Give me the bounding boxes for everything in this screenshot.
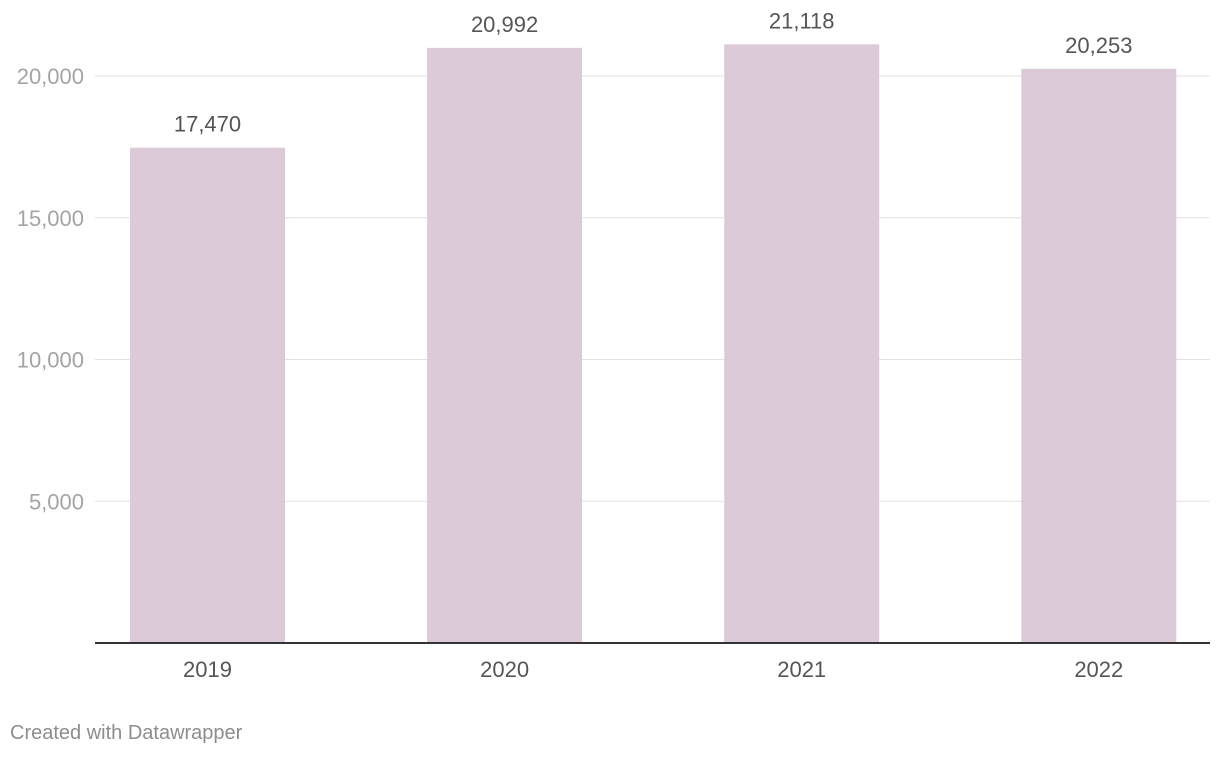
bar-2019 [130, 147, 285, 643]
y-tick-label-1: 10,000 [17, 348, 84, 373]
value-label-2020: 20,992 [471, 12, 538, 37]
footer-credit: Created with Datawrapper [10, 722, 243, 744]
bar-2021 [724, 44, 880, 644]
value-label-2022: 20,253 [1065, 33, 1132, 58]
x-tick-label-2021: 2021 [777, 657, 826, 682]
y-tick-label-2: 15,000 [17, 206, 84, 231]
bar-2022 [1021, 68, 1177, 643]
x-tick-label-2020: 2020 [480, 657, 529, 682]
y-tick-label-3: 20,000 [17, 64, 84, 89]
bar-2020 [427, 47, 583, 643]
y-tick-label-0: 5,000 [29, 489, 84, 514]
value-label-2021: 21,118 [769, 8, 835, 33]
x-tick-label-2019: 2019 [183, 657, 232, 682]
value-label-2019: 17,470 [174, 112, 241, 137]
x-tick-label-2022: 2022 [1074, 657, 1123, 682]
